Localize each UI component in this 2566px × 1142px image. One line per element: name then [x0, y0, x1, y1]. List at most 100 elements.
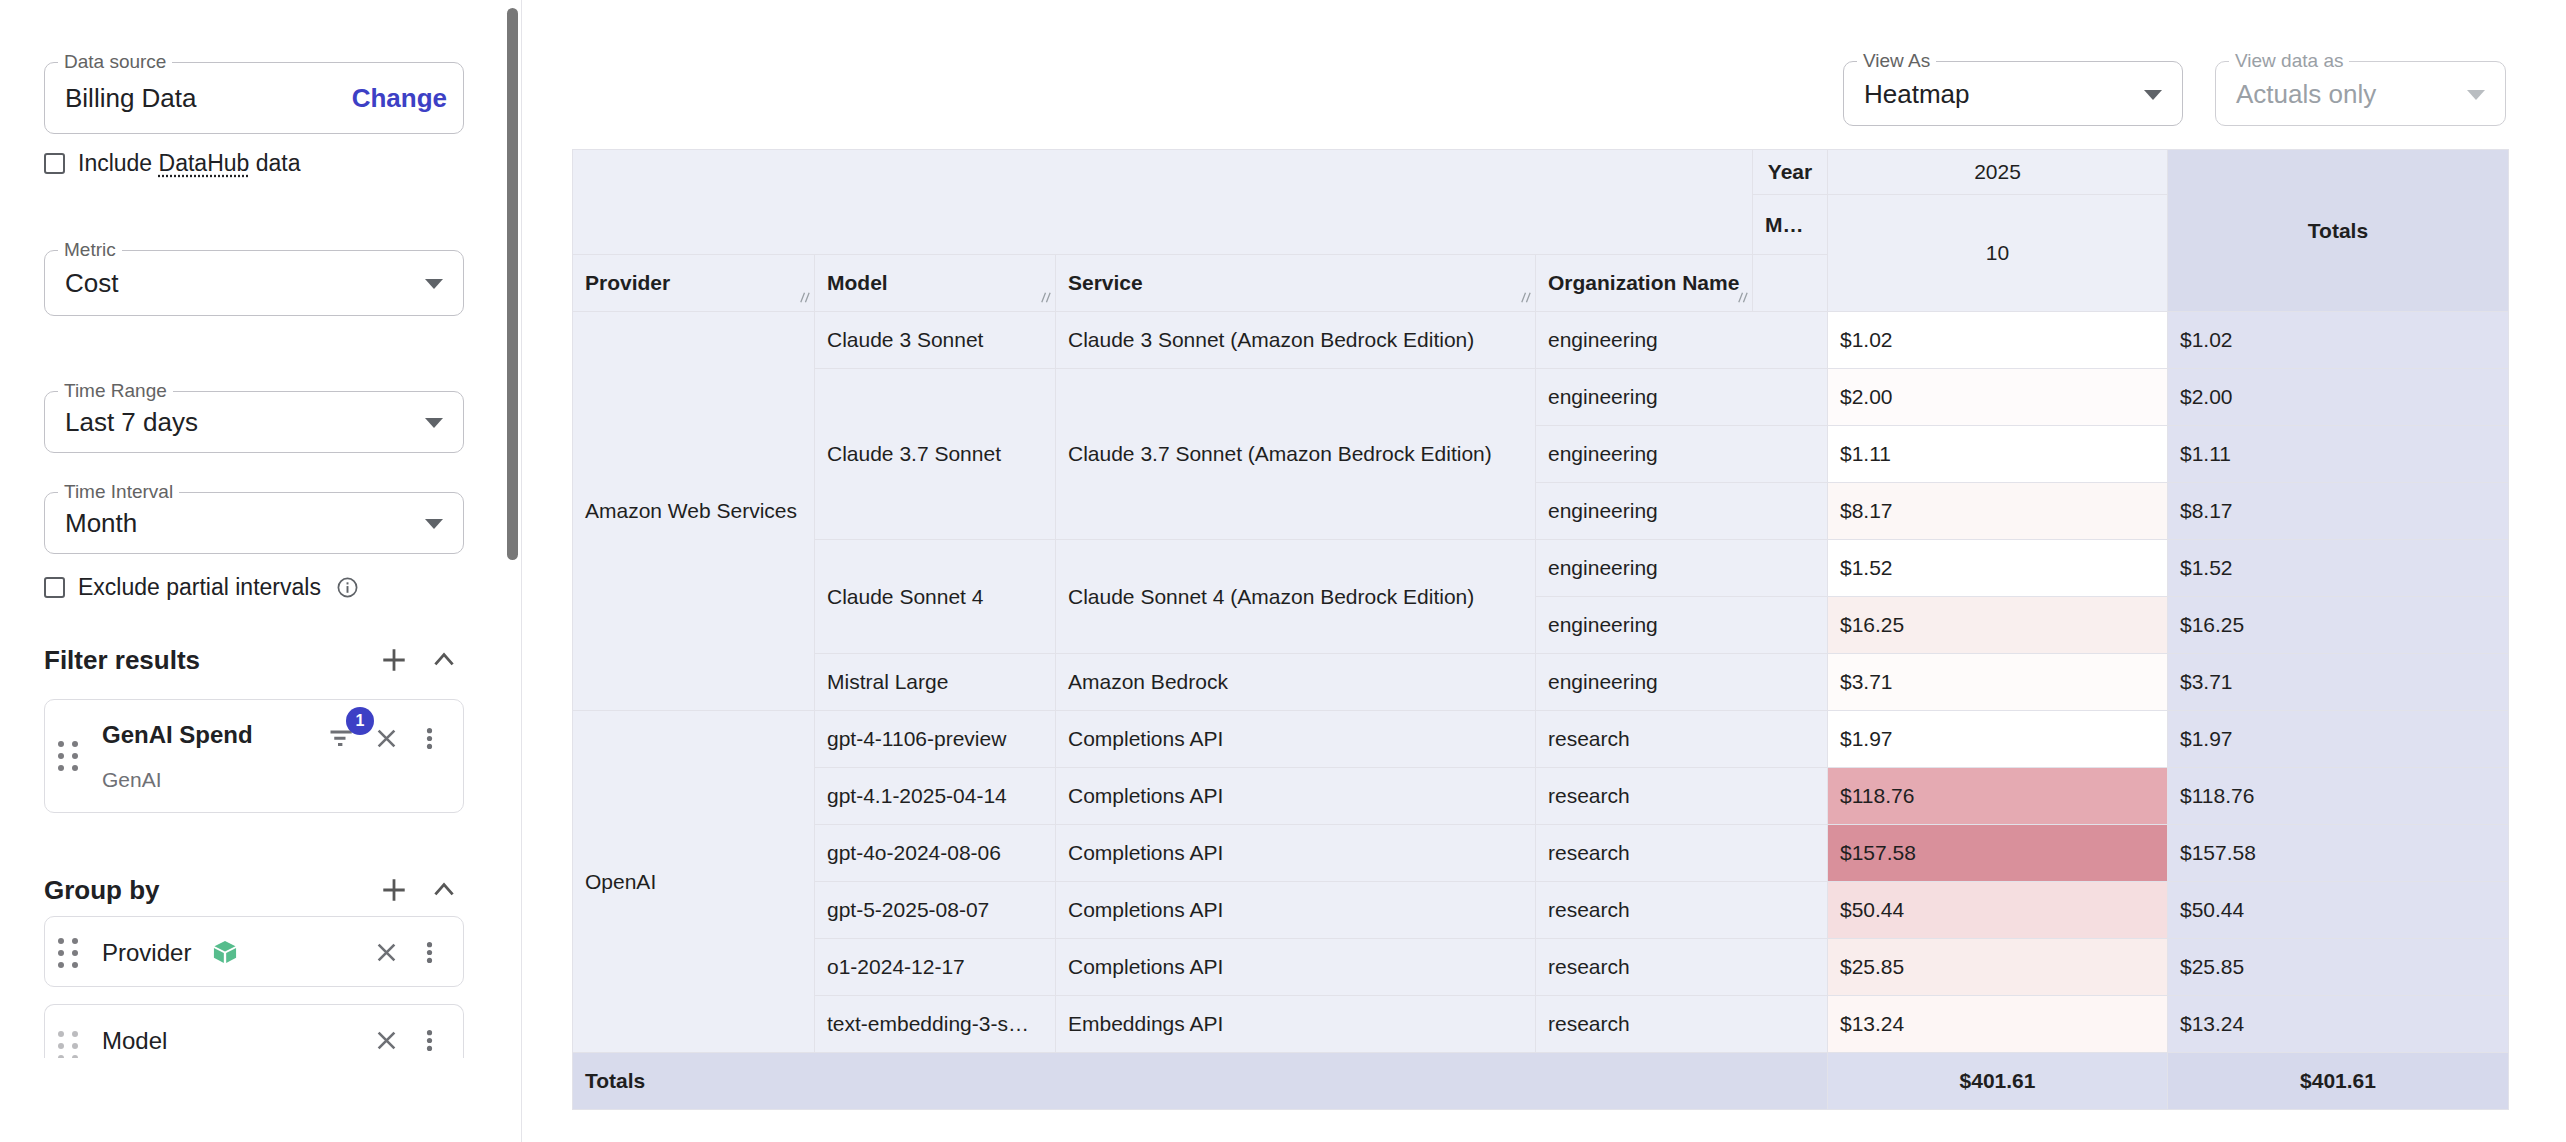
service-cell: Claude Sonnet 4 (Amazon Bedrock Edition) — [1056, 540, 1536, 654]
exclude-partial-checkbox[interactable] — [44, 577, 65, 598]
service-cell: Completions API — [1056, 711, 1536, 768]
table-row: Amazon Web ServicesClaude 3 SonnetClaude… — [573, 312, 2509, 369]
totals-column-header: Totals — [2168, 150, 2509, 312]
table-row: Claude Sonnet 4Claude Sonnet 4 (Amazon B… — [573, 540, 2509, 597]
value-cell: $1.97 — [1828, 711, 2168, 768]
include-datahub-label: Include DataHub data — [78, 150, 301, 177]
include-datahub-row: Include DataHub data — [44, 150, 301, 177]
add-group-button[interactable] — [374, 870, 414, 910]
filter-card-genai-spend[interactable]: GenAI Spend GenAI 1 — [44, 699, 464, 813]
filter-menu-button[interactable] — [409, 718, 449, 758]
total-cell: $16.25 — [2168, 597, 2509, 654]
group-menu-button[interactable] — [409, 1020, 449, 1060]
close-icon — [373, 939, 400, 966]
chevron-up-icon — [430, 876, 458, 904]
plus-icon — [379, 875, 409, 905]
datahub-link[interactable]: DataHub — [159, 150, 250, 176]
service-cell: Completions API — [1056, 768, 1536, 825]
sidebar-scrollbar[interactable] — [507, 8, 518, 560]
kebab-menu-icon — [416, 725, 443, 752]
info-icon[interactable] — [336, 576, 359, 599]
group-card-provider[interactable]: Provider — [44, 916, 464, 987]
totals-row-value: $401.61 — [1828, 1053, 2168, 1110]
value-cell: $3.71 — [1828, 654, 2168, 711]
metric-label: Metric — [58, 239, 122, 261]
service-cell: Completions API — [1056, 939, 1536, 996]
column-resize-handle[interactable] — [798, 291, 811, 304]
model-cell: Claude 3 Sonnet — [815, 312, 1056, 369]
total-cell: $8.17 — [2168, 483, 2509, 540]
org-cell: engineering — [1536, 483, 1828, 540]
drag-handle-icon[interactable] — [58, 741, 80, 771]
pivot-heatmap-table: Year2025TotalsMonth10ProviderModelServic… — [572, 149, 2509, 1110]
value-cell: $16.25 — [1828, 597, 2168, 654]
model-cell: text-embedding-3-sm… — [815, 996, 1056, 1053]
include-datahub-checkbox[interactable] — [44, 153, 65, 174]
org-cell: engineering — [1536, 540, 1828, 597]
view-as-value: Heatmap — [1864, 78, 1970, 109]
org-cell: engineering — [1536, 312, 1828, 369]
table-row: text-embedding-3-sm…Embeddings APIresear… — [573, 996, 2509, 1053]
value-cell: $2.00 — [1828, 369, 2168, 426]
total-cell: $1.52 — [2168, 540, 2509, 597]
time-range-select[interactable]: Time Range Last 7 days — [44, 391, 464, 453]
group-by-header: Group by — [44, 868, 464, 912]
change-data-source-button[interactable]: Change — [352, 83, 447, 114]
view-as-label: View As — [1857, 50, 1936, 72]
header-blank-cell — [1753, 255, 1828, 312]
group-card-title: Model — [102, 1027, 167, 1055]
remove-filter-button[interactable] — [366, 718, 406, 758]
column-resize-handle[interactable] — [1736, 291, 1749, 304]
value-cell: $1.52 — [1828, 540, 2168, 597]
total-cell: $25.85 — [2168, 939, 2509, 996]
table-row: o1-2024-12-17Completions APIresearch$25.… — [573, 939, 2509, 996]
plus-icon — [379, 645, 409, 675]
close-icon — [373, 1027, 400, 1054]
column-header-model: Model — [815, 255, 1056, 312]
total-cell: $157.58 — [2168, 825, 2509, 882]
value-cell: $8.17 — [1828, 483, 2168, 540]
collapse-filters-button[interactable] — [424, 640, 464, 680]
exclude-partial-label: Exclude partial intervals — [78, 574, 321, 601]
filter-results-title: Filter results — [44, 645, 200, 675]
value-cell: $1.11 — [1828, 426, 2168, 483]
drag-handle-icon[interactable] — [58, 938, 80, 968]
service-cell: Completions API — [1056, 825, 1536, 882]
add-filter-button[interactable] — [374, 640, 414, 680]
model-cell: Claude Sonnet 4 — [815, 540, 1056, 654]
column-resize-handle[interactable] — [1519, 291, 1532, 304]
filter-results-header: Filter results — [44, 638, 464, 682]
table-row: gpt-5-2025-08-07Completions APIresearch$… — [573, 882, 2509, 939]
time-interval-select[interactable]: Time Interval Month — [44, 492, 464, 554]
view-data-as-value: Actuals only — [2236, 78, 2376, 109]
time-range-label: Time Range — [58, 380, 173, 402]
data-source-label: Data source — [58, 51, 172, 73]
view-as-select[interactable]: View As Heatmap — [1843, 61, 2183, 126]
drag-handle-icon[interactable] — [58, 1031, 80, 1061]
table-row: OpenAIgpt-4-1106-previewCompletions APIr… — [573, 711, 2509, 768]
exclude-partial-row: Exclude partial intervals — [44, 574, 359, 601]
group-menu-button[interactable] — [409, 932, 449, 972]
org-cell: research — [1536, 768, 1828, 825]
month-label-cell: Month — [1753, 195, 1828, 255]
remove-group-button[interactable] — [366, 1020, 406, 1060]
value-cell: $157.58 — [1828, 825, 2168, 882]
kebab-menu-icon — [416, 1027, 443, 1054]
model-cell: gpt-4-1106-preview — [815, 711, 1056, 768]
model-cell: gpt-5-2025-08-07 — [815, 882, 1056, 939]
column-resize-handle[interactable] — [1039, 291, 1052, 304]
total-cell: $3.71 — [2168, 654, 2509, 711]
value-cell: $118.76 — [1828, 768, 2168, 825]
table-row: gpt-4o-2024-08-06Completions APIresearch… — [573, 825, 2509, 882]
org-cell: engineering — [1536, 426, 1828, 483]
total-cell: $2.00 — [2168, 369, 2509, 426]
metric-select[interactable]: Metric Cost — [44, 250, 464, 316]
org-cell: research — [1536, 939, 1828, 996]
remove-group-button[interactable] — [366, 932, 406, 972]
collapse-groups-button[interactable] — [424, 870, 464, 910]
data-source-field: Data source Billing Data Change — [44, 62, 464, 134]
chevron-down-icon — [2467, 90, 2485, 100]
group-by-title: Group by — [44, 875, 160, 905]
service-cell: Claude 3 Sonnet (Amazon Bedrock Edition) — [1056, 312, 1536, 369]
total-cell: $1.11 — [2168, 426, 2509, 483]
